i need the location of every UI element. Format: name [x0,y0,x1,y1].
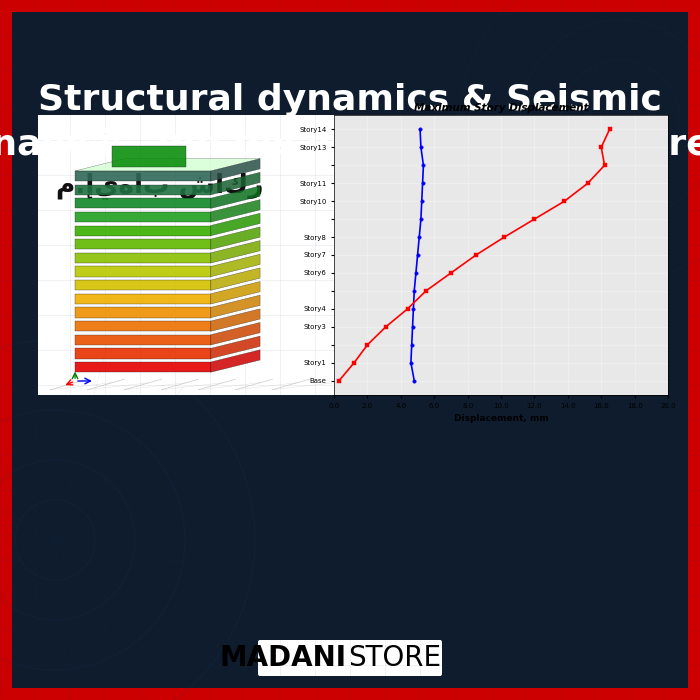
Text: م.إيهاب شاكر: م.إيهاب شاكر [56,172,263,199]
Bar [688,0,700,700]
Polygon shape [75,171,211,181]
Polygon shape [211,159,260,181]
Bar [0,688,700,700]
Polygon shape [75,267,211,276]
Polygon shape [75,294,211,304]
Polygon shape [211,254,260,276]
Polygon shape [75,280,211,290]
Polygon shape [211,295,260,318]
Polygon shape [112,146,186,167]
Bar [0,0,700,12]
Polygon shape [75,321,211,331]
Polygon shape [211,214,260,236]
X-axis label: Displacement, mm: Displacement, mm [454,414,548,424]
Polygon shape [211,268,260,290]
FancyBboxPatch shape [49,159,270,213]
Polygon shape [75,253,211,263]
Text: analysis and design of R.C Structures: analysis and design of R.C Structures [0,128,700,162]
Text: Structural dynamics & Seismic: Structural dynamics & Seismic [38,83,662,117]
Title: Maximum Story Displacement: Maximum Story Displacement [414,103,589,113]
Polygon shape [75,362,211,372]
Polygon shape [75,239,211,249]
Polygon shape [75,349,211,358]
Polygon shape [211,199,260,222]
Polygon shape [75,159,260,171]
FancyBboxPatch shape [258,640,442,676]
Polygon shape [211,323,260,345]
Text: MADANI: MADANI [219,644,346,672]
Polygon shape [211,336,260,358]
Polygon shape [75,212,211,222]
Polygon shape [211,172,260,195]
Polygon shape [211,281,260,304]
Polygon shape [211,309,260,331]
Polygon shape [75,225,211,236]
Polygon shape [75,307,211,318]
Polygon shape [75,198,211,209]
Polygon shape [211,227,260,249]
Bar [38,115,668,395]
Polygon shape [75,335,211,345]
Polygon shape [211,350,260,372]
Polygon shape [211,186,260,209]
Bar [0,0,12,700]
Text: STORE: STORE [348,644,441,672]
Polygon shape [75,185,211,195]
Polygon shape [211,241,260,263]
